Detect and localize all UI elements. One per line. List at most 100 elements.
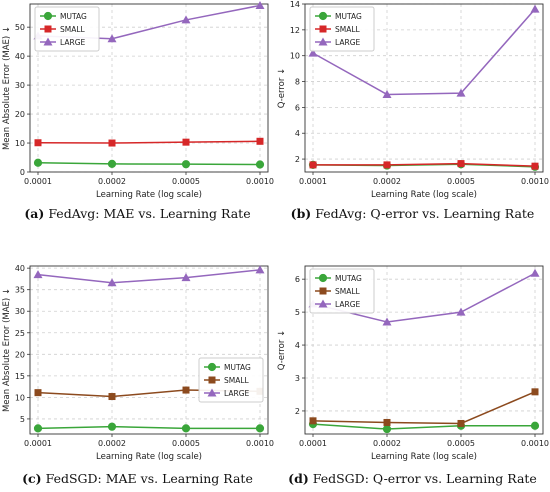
x-axis-label: Learning Rate (log scale) [371, 190, 477, 200]
x-tick-label: 0.0002 [98, 439, 126, 448]
chart-fedsgd-mae: 5 10 15 20 25 30 35 40 0.0001 0.0002 0.0005 0.0010 L… [0, 262, 275, 464]
x-axis-label: Learning Rate (log scale) [371, 452, 477, 462]
y-tick-label: 30 [15, 81, 25, 90]
series-line-small [38, 141, 260, 143]
caption-tag: (d) [288, 471, 309, 486]
y-tick-label: 50 [15, 23, 25, 32]
y-tick-label: 40 [15, 264, 25, 273]
data-point-small [109, 393, 116, 400]
y-tick-label: 4 [295, 341, 300, 350]
y-tick-label: 10 [15, 139, 25, 148]
data-point-small [35, 389, 42, 396]
series-small [310, 388, 539, 427]
y-axis-label: Q-error ↓ [277, 330, 287, 370]
caption-tag: (b) [291, 206, 312, 221]
y-tick-label: 20 [15, 350, 25, 359]
data-point-small [109, 140, 116, 147]
legend-marker [319, 12, 326, 19]
y-tick-label: 2 [295, 155, 300, 164]
y-tick-label: 6 [295, 103, 300, 112]
legend-label: LARGE [335, 300, 361, 309]
data-point-small [35, 139, 42, 146]
caption-tag: (c) [22, 471, 41, 486]
data-point-small [183, 387, 190, 394]
data-point-mutag [256, 161, 263, 168]
data-point-small [310, 417, 317, 424]
x-tick-label: 0.0001 [24, 439, 52, 448]
y-axis-label: Mean Absolute Error (MAE) ↓ [2, 26, 12, 150]
x-tick-label: 0.0005 [447, 439, 475, 448]
data-point-large [256, 265, 265, 273]
grid [30, 266, 268, 434]
x-tick-label: 0.0010 [521, 177, 549, 186]
y-axis-label: Mean Absolute Error (MAE) ↓ [2, 288, 12, 412]
y-tick-label: 4 [295, 129, 300, 138]
y-axis-label: Q-error ↓ [277, 68, 287, 108]
y-tick-label: 2 [295, 407, 300, 416]
y-tick-label: 12 [290, 26, 300, 35]
legend-marker [320, 288, 327, 295]
series-small [35, 138, 264, 147]
series-line-mutag [313, 424, 535, 429]
plot-frame [30, 266, 268, 434]
y-tick-label: 0 [20, 168, 25, 177]
caption-tag: (a) [24, 206, 44, 221]
data-point-small [532, 388, 539, 395]
data-point-mutag [531, 422, 538, 429]
data-point-large [256, 1, 265, 9]
data-point-mutag [34, 425, 41, 432]
legend: MUTAG SMALL LARGE [35, 7, 99, 51]
caption-fedavg-qerror: (b) FedAvg: Q-error vs. Learning Rate [275, 206, 550, 221]
legend-marker [44, 12, 51, 19]
legend-label: LARGE [60, 38, 86, 47]
x-tick-label: 0.0005 [447, 177, 475, 186]
data-point-mutag [34, 159, 41, 166]
series-line-small [313, 392, 535, 424]
y-tick-label: 15 [15, 372, 25, 381]
x-tick-label: 0.0002 [373, 439, 401, 448]
legend-label: MUTAG [224, 363, 251, 372]
y-tick-label: 20 [15, 110, 25, 119]
data-point-large [531, 269, 540, 277]
series-line-large [38, 270, 260, 283]
y-tick-label: 10 [290, 52, 300, 61]
caption-fedavg-mae: (a) FedAvg: MAE vs. Learning Rate [0, 206, 275, 221]
y-tick-label: 8 [295, 78, 300, 87]
caption-fedsgd-qerror: (d) FedSGD: Q-error vs. Learning Rate [275, 471, 550, 486]
legend-marker [208, 363, 215, 370]
data-point-mutag [108, 160, 115, 167]
legend-marker [319, 274, 326, 281]
legend: MUTAG SMALL LARGE [310, 7, 374, 51]
legend-label: MUTAG [335, 12, 362, 21]
data-point-mutag [383, 425, 390, 432]
y-tick-label: 10 [15, 393, 25, 402]
chart-fedsgd-qerror: 2 3 4 5 6 0.0001 0.0002 0.0005 0.0010 Learning Ra… [275, 262, 550, 464]
series-small [310, 160, 539, 170]
series-line-mutag [38, 427, 260, 429]
series-line-mutag [38, 163, 260, 165]
x-tick-label: 0.0002 [98, 177, 126, 186]
legend-marker [320, 26, 327, 33]
series-mutag [34, 423, 263, 432]
data-point-small [384, 419, 391, 426]
legend-label: SMALL [335, 25, 361, 34]
data-point-mutag [182, 425, 189, 432]
data-point-large [34, 270, 43, 278]
legend-label: MUTAG [335, 274, 362, 283]
data-point-mutag [108, 423, 115, 430]
x-tick-label: 0.0005 [172, 439, 200, 448]
legend-label: SMALL [224, 376, 250, 385]
data-point-mutag [182, 161, 189, 168]
x-tick-label: 0.0001 [299, 177, 327, 186]
data-point-large [457, 308, 466, 316]
caption-text: FedSGD: Q-error vs. Learning Rate [313, 471, 537, 486]
y-tick-label: 30 [15, 307, 25, 316]
legend-label: LARGE [335, 38, 361, 47]
data-point-small [458, 420, 465, 427]
data-point-large [531, 5, 540, 13]
data-point-small [183, 139, 190, 146]
y-tick-label: 5 [20, 415, 25, 424]
y-tick-label: 25 [15, 329, 25, 338]
x-tick-label: 0.0002 [373, 177, 401, 186]
